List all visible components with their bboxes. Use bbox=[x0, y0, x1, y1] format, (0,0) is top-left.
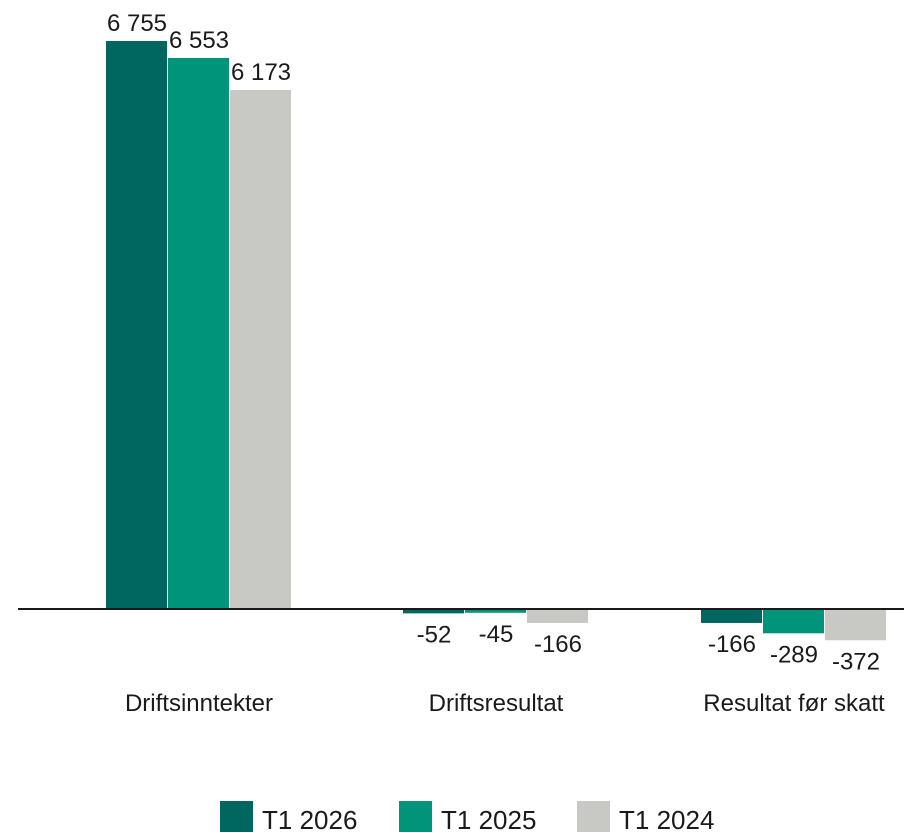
legend-swatch bbox=[399, 801, 432, 832]
legend-label: T1 2025 bbox=[441, 805, 536, 833]
value-label: 6 755 bbox=[107, 10, 167, 37]
legend-swatch bbox=[220, 801, 253, 832]
legend-swatch bbox=[577, 801, 610, 832]
value-label: -166 bbox=[708, 631, 756, 658]
bar-driftsinntekter-t1-2024 bbox=[230, 89, 291, 609]
value-label: 6 553 bbox=[169, 27, 229, 54]
legend-label: T1 2026 bbox=[262, 805, 357, 833]
value-label: -289 bbox=[770, 641, 818, 668]
legend-label: T1 2024 bbox=[619, 805, 714, 833]
bar-driftsresultat-t1-2024 bbox=[527, 609, 588, 623]
bar-driftsresultat-t1-2026 bbox=[403, 609, 464, 614]
bar-driftsinntekter-t1-2025 bbox=[168, 57, 229, 609]
value-label: -45 bbox=[479, 621, 514, 648]
bar-resultat-f-r-skatt-t1-2024 bbox=[825, 609, 886, 641]
bar-resultat-f-r-skatt-t1-2025 bbox=[763, 609, 824, 634]
bar-resultat-f-r-skatt-t1-2026 bbox=[701, 609, 762, 623]
category-label: Driftsresultat bbox=[429, 690, 564, 717]
bar-driftsresultat-t1-2025 bbox=[465, 609, 526, 613]
category-label: Driftsinntekter bbox=[125, 690, 273, 717]
value-label: -166 bbox=[534, 631, 582, 658]
bars-layer bbox=[106, 41, 886, 641]
bar-driftsinntekter-t1-2026 bbox=[106, 41, 167, 609]
legend: T1 2026 T1 2025 T1 2024 bbox=[220, 801, 714, 833]
value-label: -52 bbox=[417, 621, 452, 648]
value-label: -372 bbox=[832, 648, 880, 675]
category-labels-layer: Driftsinntekter Driftsresultat Resultat fø… bbox=[125, 690, 885, 717]
value-label: 6 173 bbox=[231, 59, 291, 86]
category-label: Resultat før skatt bbox=[703, 690, 885, 717]
